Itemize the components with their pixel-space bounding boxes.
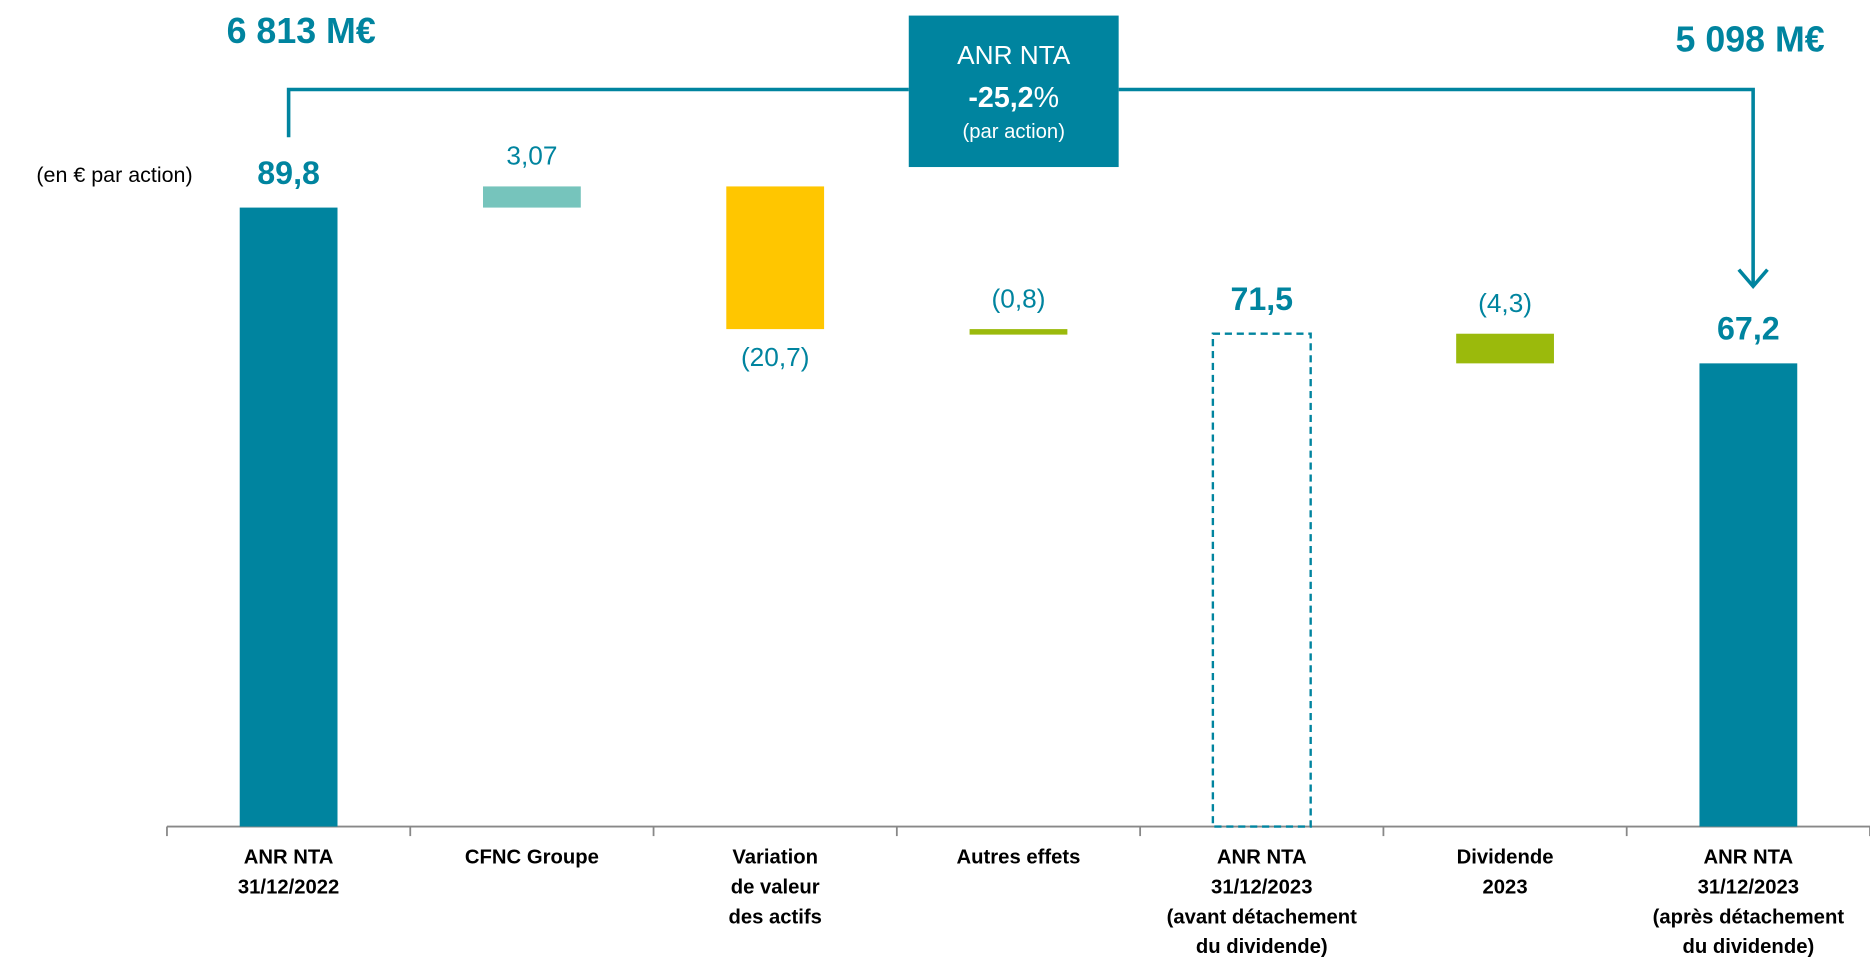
value-label: (20,7) bbox=[741, 342, 810, 372]
x-tick-label-line: (avant détachement bbox=[1167, 907, 1358, 929]
change-box-value: -25,2% bbox=[968, 82, 1059, 114]
bar bbox=[726, 186, 825, 330]
x-tick-label-line: du dividende) bbox=[1196, 937, 1328, 959]
value-label: (0,8) bbox=[992, 283, 1046, 313]
bar bbox=[239, 207, 338, 827]
change-box-title: ANR NTA bbox=[957, 40, 1071, 70]
bar bbox=[969, 329, 1068, 335]
unit-label: (en € par action) bbox=[36, 163, 192, 187]
x-tick-label-line: CFNC Groupe bbox=[465, 847, 599, 869]
x-tick-label: Dividende 2023 bbox=[1457, 847, 1554, 899]
x-tick-label-line: Dividende bbox=[1457, 847, 1554, 869]
bar bbox=[1211, 332, 1312, 828]
x-tick-label-line: du dividende) bbox=[1682, 937, 1814, 959]
value-label: 67,2 bbox=[1717, 311, 1780, 347]
x-tick-label-line: 2023 bbox=[1483, 877, 1528, 899]
x-tick-label-line: ANR NTA bbox=[244, 847, 334, 869]
change-value: -25,2 bbox=[968, 82, 1033, 114]
x-tick-label: Variation de valeur des actifs bbox=[728, 847, 822, 929]
right-total: 5 098 M€ bbox=[1676, 19, 1825, 59]
x-tick-label-line: ANR NTA bbox=[1217, 847, 1307, 869]
value-label: (4,3) bbox=[1478, 288, 1532, 318]
bar bbox=[483, 186, 581, 208]
x-tick-label-line: 31/12/2023 bbox=[1211, 877, 1312, 899]
change-box-note: (par action) bbox=[962, 121, 1065, 143]
change-unit: % bbox=[1034, 82, 1059, 114]
x-tick-label: CFNC Groupe bbox=[465, 847, 599, 869]
bar bbox=[1699, 363, 1798, 827]
value-label: 71,5 bbox=[1230, 281, 1293, 317]
x-tick-label: ANR NTA 31/12/2023 (après détachement du di… bbox=[1653, 847, 1845, 958]
x-tick-label-line: Autres effets bbox=[957, 847, 1081, 869]
bracket-left bbox=[286, 87, 909, 138]
left-total: 6 813 M€ bbox=[227, 11, 376, 51]
bar bbox=[1456, 333, 1554, 364]
x-tick-label-line: ANR NTA bbox=[1704, 847, 1794, 869]
x-tick-label: ANR NTA 31/12/2022 bbox=[238, 847, 339, 899]
x-tick-label-line: Variation bbox=[732, 847, 818, 869]
bracket-right bbox=[1118, 87, 1755, 284]
x-tick-label: ANR NTA 31/12/2023 (avant détachement du di… bbox=[1167, 847, 1358, 958]
x-tick-label-line: 31/12/2023 bbox=[1698, 877, 1799, 899]
change-box bbox=[908, 15, 1119, 168]
value-label: 89,8 bbox=[257, 155, 320, 191]
x-tick-label-line: (après détachement bbox=[1653, 907, 1845, 929]
x-tick-label-line: de valeur bbox=[731, 877, 820, 899]
bracket-arrow bbox=[1737, 268, 1769, 290]
x-tick-label: Autres effets bbox=[957, 847, 1081, 869]
value-label: 3,07 bbox=[506, 141, 557, 171]
x-tick-label-line: 31/12/2022 bbox=[238, 877, 339, 899]
x-tick-label-line: des actifs bbox=[728, 907, 822, 929]
